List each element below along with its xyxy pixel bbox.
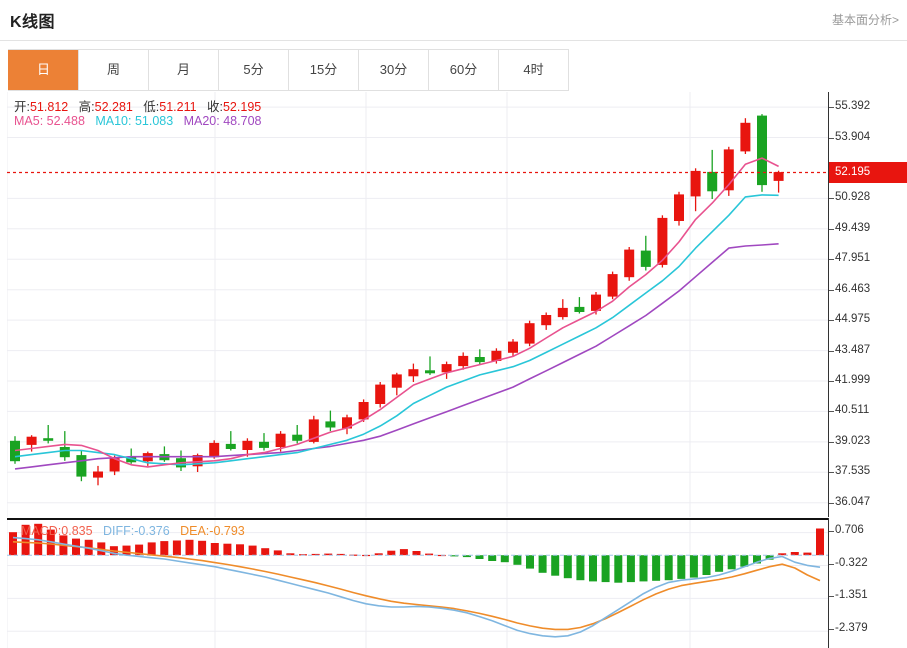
tab-week[interactable]: 周 bbox=[78, 50, 148, 90]
dea-value: -0.793 bbox=[209, 524, 245, 538]
price-axis-tick-label: 40.511 bbox=[835, 404, 870, 417]
axis-tick-mark bbox=[829, 320, 834, 322]
axis-tick-mark bbox=[829, 563, 834, 565]
tab-15min[interactable]: 15分 bbox=[288, 50, 358, 90]
price-axis-tick-label: 36.047 bbox=[835, 495, 871, 508]
macd-svg bbox=[7, 520, 828, 648]
open-label: 开: bbox=[14, 100, 30, 114]
axis-tick-mark bbox=[829, 629, 834, 631]
price-axis-tick-label: 50.928 bbox=[835, 191, 871, 204]
page-header: K线图 基本面分析> bbox=[0, 0, 907, 41]
low-value: 51.211 bbox=[159, 100, 197, 114]
candlestick-svg bbox=[7, 92, 828, 517]
page-title: K线图 bbox=[10, 14, 56, 31]
price-axis: 55.392 53.904 50.928 49.439 47.951 46.463 44.9… bbox=[828, 92, 907, 517]
price-axis-tick-label: 44.975 bbox=[835, 313, 871, 326]
tab-4hour[interactable]: 4时 bbox=[498, 50, 568, 90]
dea-label: DEA: bbox=[180, 524, 210, 538]
open-value: 51.812 bbox=[29, 100, 69, 114]
close-label: 收: bbox=[207, 100, 223, 114]
axis-tick-mark bbox=[829, 472, 834, 474]
tab-60min[interactable]: 60分 bbox=[428, 50, 498, 90]
axis-tick-mark bbox=[829, 289, 834, 291]
fundamental-analysis-link[interactable]: 基本面分析> bbox=[831, 13, 899, 27]
price-axis-tick-label: 46.463 bbox=[835, 282, 871, 295]
price-axis-tick-label: 39.023 bbox=[835, 434, 871, 447]
price-axis-tick-label: 41.999 bbox=[835, 374, 871, 386]
axis-tick-mark bbox=[829, 381, 834, 382]
axis-tick-mark bbox=[829, 107, 834, 109]
macd-axis-tick-label: -2.379 bbox=[835, 622, 868, 635]
axis-tick-mark bbox=[829, 411, 834, 413]
chart-container: 55.392 53.904 50.928 49.439 47.951 46.463 44.9… bbox=[0, 92, 907, 648]
ma20-label: MA20: bbox=[183, 114, 220, 128]
tab-5min[interactable]: 5分 bbox=[218, 50, 288, 90]
macd-value: 0.835 bbox=[61, 524, 93, 538]
price-axis-tick-label: 37.535 bbox=[835, 465, 871, 478]
period-tabbar: 日 周 月 5分 15分 30分 60分 4时 bbox=[8, 49, 569, 91]
macd-label: MACD: bbox=[21, 524, 62, 538]
macd-axis-tick-label: -0.322 bbox=[835, 556, 868, 569]
macd-axis: 0.706 -0.322 -1.351 -2.379 bbox=[828, 518, 907, 648]
macd-axis-tick-label: -1.351 bbox=[835, 589, 868, 602]
axis-tick-mark bbox=[829, 530, 834, 532]
axis-tick-mark bbox=[829, 259, 834, 261]
axis-tick-mark bbox=[829, 502, 834, 504]
tab-30min[interactable]: 30分 bbox=[358, 50, 428, 90]
axis-tick-mark bbox=[829, 228, 834, 230]
ma10-label: MA10: bbox=[95, 114, 132, 128]
high-label: 高: bbox=[78, 100, 95, 114]
macd-plot[interactable]: MACD:0.835 DIFF:-0.376 DEA:-0.793 bbox=[7, 518, 828, 648]
axis-tick-mark bbox=[829, 198, 834, 200]
axis-tick-mark bbox=[829, 441, 834, 443]
low-label: 低: bbox=[143, 100, 160, 114]
ohlc-readout: 开:51.812 高:52.281 低:51.211 收:52.195 bbox=[14, 96, 261, 115]
diff-value: -0.376 bbox=[134, 524, 170, 538]
price-axis-tick-label: 49.439 bbox=[835, 221, 871, 234]
axis-tick-mark bbox=[829, 137, 834, 139]
close-value: 52.195 bbox=[222, 100, 262, 114]
axis-tick-mark bbox=[829, 596, 834, 598]
tab-month[interactable]: 月 bbox=[148, 50, 218, 90]
ma-readout: MA5: 52.488 MA10: 51.083 MA20: 48.708 bbox=[14, 114, 261, 128]
axis-tick-mark bbox=[829, 350, 834, 352]
current-price-badge: 52.195 bbox=[829, 162, 907, 183]
price-plot[interactable] bbox=[7, 92, 828, 517]
tab-day[interactable]: 日 bbox=[8, 50, 78, 90]
macd-readout: MACD:0.835 DIFF:-0.376 DEA:-0.793 bbox=[21, 524, 245, 538]
diff-label: DIFF: bbox=[102, 524, 135, 538]
price-axis-tick-label: 47.951 bbox=[835, 252, 871, 265]
ma20-value: 48.708 bbox=[223, 114, 262, 128]
price-axis-tick-label: 53.904 bbox=[835, 130, 871, 143]
high-value: 52.281 bbox=[94, 100, 133, 114]
macd-axis-tick-label: 0.706 bbox=[835, 523, 864, 536]
price-axis-tick-label: 43.487 bbox=[835, 343, 871, 356]
ma5-label: MA5: bbox=[14, 114, 44, 128]
ma5-value: 52.488 bbox=[46, 114, 85, 128]
price-axis-tick-label: 55.392 bbox=[835, 100, 871, 113]
ma10-value: 51.083 bbox=[134, 114, 174, 128]
